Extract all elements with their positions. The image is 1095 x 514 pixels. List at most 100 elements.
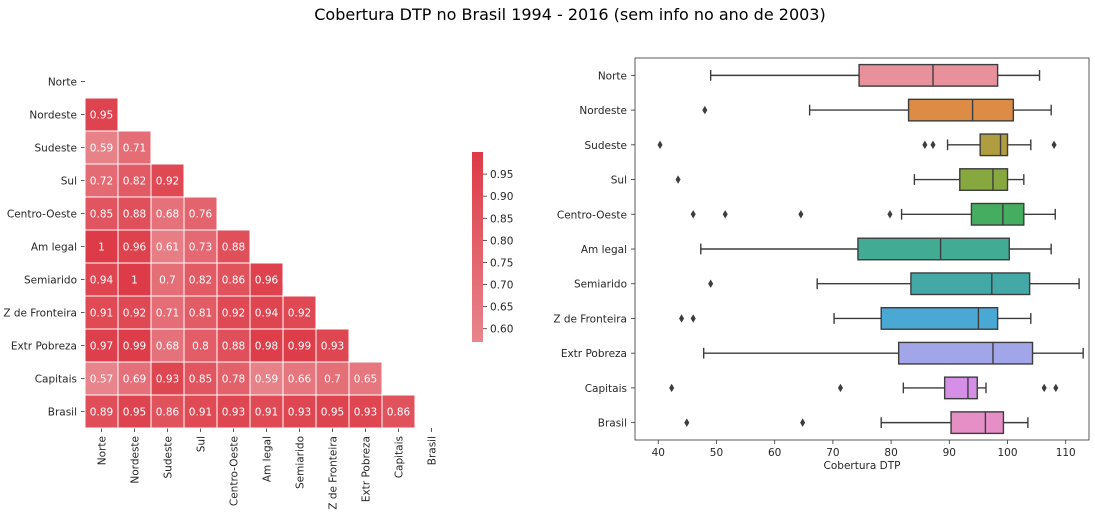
boxplot-outlier [684, 418, 690, 427]
heatmap-cell-value: 0.99 [288, 341, 311, 353]
boxplot-x-tick-label: 90 [943, 447, 956, 459]
heatmap-cell-value: 0.7 [159, 275, 176, 287]
heatmap-cell [315, 394, 350, 429]
boxplot-outlier [690, 210, 696, 219]
heatmap-cell-value: 0.95 [321, 407, 344, 419]
heatmap-cell [84, 295, 119, 330]
heatmap-cell-value: 0.94 [90, 275, 114, 287]
heatmap-cell-value: 0.96 [123, 242, 147, 254]
boxplot-outlier [798, 210, 804, 219]
heatmap-cell-value: 0.69 [123, 374, 146, 386]
boxplot-y-tick-label: Z de Fronteira [553, 313, 627, 325]
heatmap-col-label: Am legal [262, 436, 274, 482]
heatmap-cell-value: 0.81 [189, 308, 212, 320]
coverage-boxplot: 40 50 60 70 80 90 100 110 Cobertura DTP Norte Nord… [553, 57, 1090, 472]
boxplot-outlier [1051, 140, 1057, 150]
boxplot-outlier [657, 140, 663, 150]
heatmap-cell-value: 0.61 [156, 242, 179, 254]
heatmap-cell-value: 0.88 [222, 242, 245, 254]
heatmap-row-label: Norte [48, 77, 77, 89]
colorbar-tick-label: 0.65 [490, 302, 513, 314]
boxplot-x-tick-label: 40 [652, 447, 665, 459]
heatmap-cell [348, 394, 383, 429]
heatmap-cell-value: 0.88 [123, 209, 146, 221]
heatmap-cell-value: 0.71 [123, 143, 146, 155]
boxplot-x-tick-label: 80 [884, 447, 897, 459]
heatmap-cell [150, 394, 185, 429]
heatmap-cell [381, 394, 416, 429]
heatmap-cell [282, 394, 317, 429]
heatmap-cell-value: 0.92 [123, 308, 146, 320]
heatmap-cell-value: 0.93 [156, 374, 179, 386]
boxplot-x-axis-label: Cobertura DTP [824, 460, 901, 472]
heatmap-cell-value: 0.71 [156, 308, 179, 320]
heatmap-cell-value: 0.8 [192, 341, 209, 353]
heatmap-col-label: Semiarido [295, 436, 307, 489]
boxplot-outlier [675, 175, 681, 184]
boxplot-x-tick-label: 50 [710, 447, 723, 459]
heatmap-cell-value: 0.89 [90, 407, 113, 419]
boxplot-y-tick-label: Semiarido [574, 279, 627, 291]
heatmap-cell-value: 0.72 [90, 176, 113, 188]
boxplot-box [970, 202, 1025, 226]
boxplot-outlier [887, 210, 893, 219]
heatmap-cell-value: 0.82 [189, 275, 212, 287]
heatmap-row-label: Extr Pobreza [11, 341, 77, 353]
boxplot-outlier [930, 140, 936, 150]
heatmap-cell-value: 0.78 [222, 374, 245, 386]
heatmap-cell-value: 0.95 [90, 110, 113, 122]
heatmap-cell-value: 0.73 [189, 242, 212, 254]
heatmap-cell-value: 0.93 [288, 407, 311, 419]
heatmap-cell-value: 0.92 [288, 308, 311, 320]
heatmap-cell [117, 328, 152, 363]
heatmap-cell-value: 0.93 [321, 341, 344, 353]
heatmap-cell [150, 163, 185, 198]
heatmap-row-label: Am legal [31, 242, 77, 254]
boxplot-box [907, 98, 1015, 122]
heatmap-cell-value: 1 [131, 275, 138, 287]
boxplot-outlier [669, 383, 675, 393]
boxplot-y-tick-label: Brasil [598, 418, 627, 430]
heatmap-cell-value: 0.66 [288, 374, 312, 386]
heatmap-cell-value: 0.85 [189, 374, 212, 386]
boxplot-y-tick-label: Sudeste [585, 140, 628, 152]
heatmap-cell-value: 0.86 [156, 407, 180, 419]
heatmap-colorbar: 0.60 0.65 0.70 0.75 0.80 0.85 0.90 0.95 [472, 152, 513, 342]
boxplot-y-tick-label: Centro-Oeste [557, 209, 627, 221]
heatmap-col-label: Sudeste [163, 436, 175, 479]
boxplot-outlier [800, 418, 806, 427]
heatmap-cell [282, 295, 317, 330]
heatmap-col-label: Brasil [427, 436, 439, 465]
heatmap-cell [183, 262, 218, 297]
heatmap-cell [216, 394, 251, 429]
heatmap-cell-value: 0.96 [255, 275, 279, 287]
colorbar-tick-label: 0.70 [490, 280, 513, 292]
heatmap-col-label: Sul [196, 436, 208, 452]
boxplot-outlier [922, 140, 928, 150]
heatmap-row-label: Centro-Oeste [7, 209, 77, 221]
boxplot-outlier [708, 279, 714, 288]
heatmap-cell-value: 0.95 [123, 407, 146, 419]
heatmap-cell [150, 229, 185, 264]
heatmap-cell [117, 295, 152, 330]
heatmap-cell [249, 262, 284, 297]
heatmap-cell [216, 229, 251, 264]
colorbar-tick-label: 0.60 [490, 324, 513, 336]
boxplot-outlier [702, 105, 708, 115]
heatmap-cell-value: 0.91 [90, 308, 113, 320]
heatmap-cell-value: 0.68 [156, 341, 179, 353]
heatmap-col-label: Norte [97, 436, 109, 465]
heatmap-cell-value: 0.59 [255, 374, 278, 386]
heatmap-cell [183, 394, 218, 429]
heatmap-cell [117, 196, 152, 231]
boxplot-outlier [1053, 383, 1059, 393]
boxplot-x-tick-label: 60 [768, 447, 781, 459]
heatmap-cell-value: 0.59 [90, 143, 113, 155]
heatmap-cell-value: 0.98 [255, 341, 278, 353]
heatmap-cell [216, 328, 251, 363]
heatmap-cell [282, 361, 317, 396]
heatmap-cell-value: 0.91 [189, 407, 212, 419]
heatmap-row-label: Semiarido [24, 275, 77, 287]
heatmap-cell-value: 0.86 [387, 407, 411, 419]
